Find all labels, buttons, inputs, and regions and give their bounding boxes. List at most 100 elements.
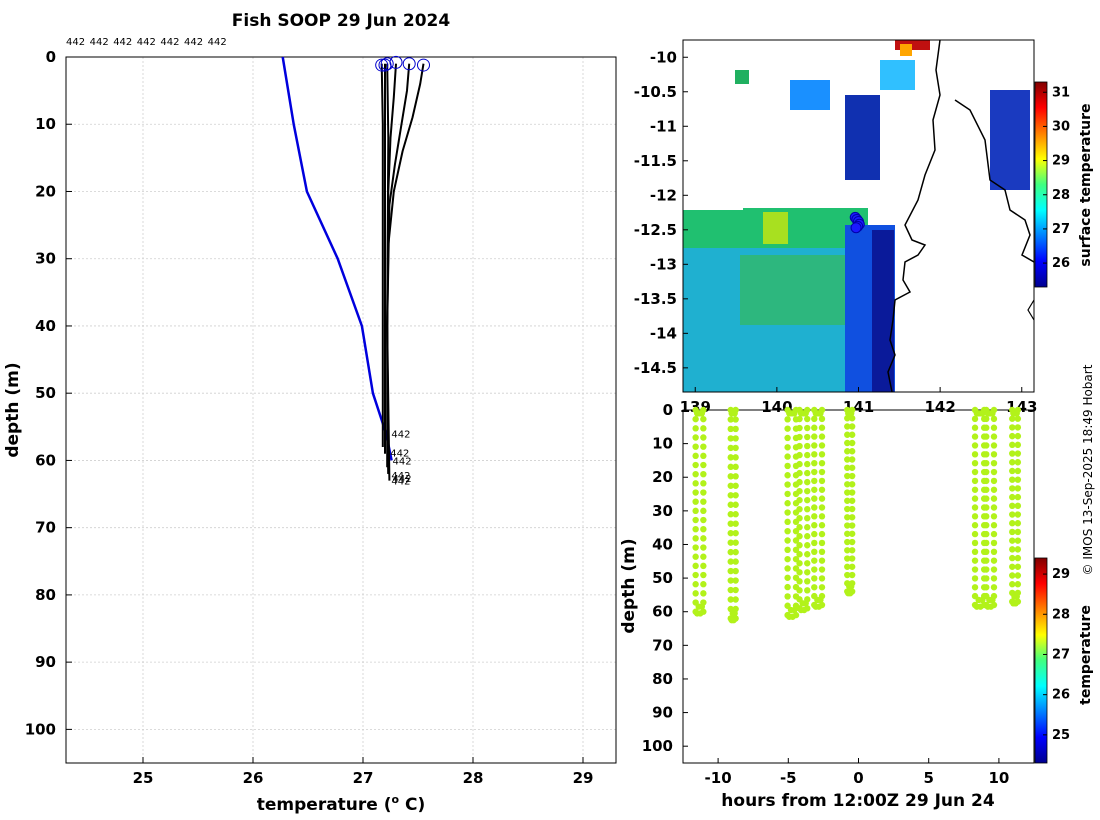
depth-time-y-tick-label: 40 [652,535,673,553]
cast-point [971,495,979,502]
cast-point [811,468,818,476]
cast-point [727,577,734,584]
map-lat-label: -12 [650,186,677,204]
series-climatology [281,56,393,461]
cast-point [844,522,851,529]
cast-point [1014,528,1022,536]
y-tick-label: 40 [35,317,56,335]
cast-point [1014,520,1022,527]
cast-point [792,546,800,554]
map-lat-label: -13.5 [634,290,677,308]
cast-point [844,448,851,455]
cast-point [1014,537,1022,544]
cast-point [692,443,699,450]
cast-point [990,486,998,493]
y-axis-label: depth (m) [3,362,23,457]
cast-point [983,566,990,573]
cast-point [804,460,811,468]
cast-point [698,410,706,417]
cast-point [784,537,791,544]
cast-point [811,584,818,591]
depth-time-x-tick-label: 5 [923,769,933,787]
x-axis-label-unit: o [392,793,400,806]
cast-point [844,423,851,430]
cast-point [844,481,851,488]
cast-point [796,505,803,513]
cast-point [700,553,707,560]
cast-point [697,610,704,617]
cast-point [796,487,803,495]
cast-point [818,539,826,547]
cast-point [983,486,990,493]
cast-point [692,590,699,597]
cast-point [700,544,707,551]
cast-point [811,433,818,440]
cast-point [692,434,699,441]
temperature-colorbar-ticks: 25 26 27 28 29 [1043,567,1070,743]
cast-point [1014,572,1022,579]
cast-point [727,435,734,442]
cast-point [1009,563,1016,570]
cast-point [818,486,826,493]
top-cast-label: 442 [113,37,132,48]
ship-track [849,211,865,234]
cast-id-label: 442 [393,474,412,485]
cast-point [818,415,826,423]
cast-point [727,501,734,508]
depth-time-x-tick-label: -5 [780,769,797,787]
cast-point [692,480,699,487]
surface-marker [380,57,394,71]
cast-point [818,424,826,431]
cast-point [811,530,818,538]
cast-point [732,425,739,433]
cast-point [804,533,811,540]
cast-point [983,415,990,423]
depth-time-y-ticks: 0 10 20 30 40 50 60 70 80 90 100 [642,401,688,755]
cast-point [844,530,851,537]
depth-time-chart: 0 10 20 30 40 50 60 70 80 90 100 -10 -5 0 5 10 hours f… [619,401,1094,811]
cast-point [971,433,979,440]
temperature-colorbar-tick-label: 27 [1052,647,1070,662]
cast-point [1009,511,1016,518]
cast-point [727,425,734,433]
cast-point [844,538,851,546]
cast-point [700,461,707,469]
cast-point [692,415,699,423]
cast-point [990,530,998,538]
cast-point [844,505,851,513]
x-axis-label: temperature (o C) [257,793,426,815]
cast-point [700,590,707,597]
cast-points [692,406,1022,624]
y-tick-label: 80 [35,586,56,604]
cast-point [1009,528,1016,536]
cast-point [784,583,791,591]
y-tick-label: 60 [35,451,56,469]
cast-point [990,459,998,467]
cast-point [692,562,699,570]
series-profile-5 [386,63,411,474]
series-profile-6 [386,63,425,481]
y-tick-label: 20 [35,182,56,200]
cast-point [983,495,990,502]
cast-point [818,548,826,556]
top-cast-label: 442 [66,37,85,48]
depth-time-x-tick-label: 0 [853,769,863,787]
cast-point [784,425,791,432]
cast-point [732,473,739,480]
depth-time-y-tick-label: 0 [663,401,673,419]
map-lon-label: 140 [761,398,792,416]
cast-point [848,423,856,430]
cast-point [1014,581,1022,588]
cast-point [692,507,699,515]
cast-id-label: 442 [391,471,410,482]
cast-point [847,410,855,417]
cast-point [983,459,990,467]
cast-point [990,424,998,431]
cast-point [1014,432,1022,440]
cast-point [848,489,856,496]
cast-point [990,442,998,449]
cast-point [983,557,990,564]
cast-point [990,522,998,529]
y-tick-labels: 0 10 20 30 40 50 60 70 80 90 100 [25,48,56,738]
cast-point [989,596,996,604]
